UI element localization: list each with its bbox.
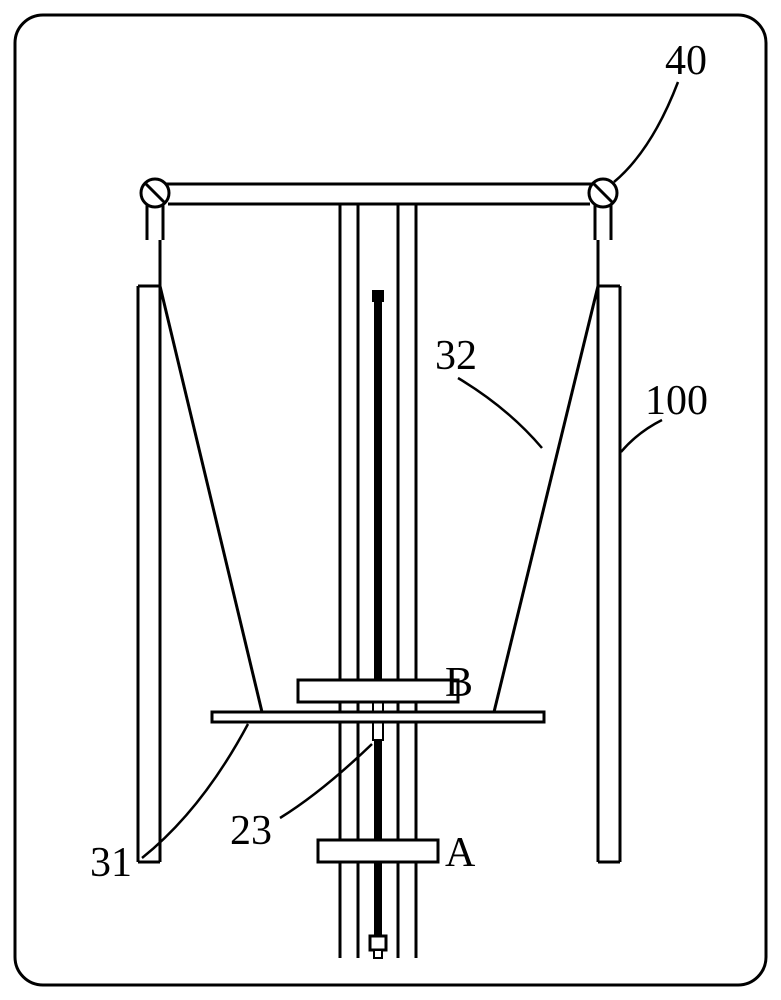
label-23: 23 xyxy=(230,810,272,852)
hinge-left xyxy=(141,179,169,207)
label-32: 32 xyxy=(435,335,477,377)
diagram-canvas: { "figure": { "type": "technical-line-di… xyxy=(0,0,781,1000)
left-arm xyxy=(138,240,160,862)
right-arm xyxy=(598,240,620,862)
hinge-right xyxy=(589,179,617,207)
bar-31 xyxy=(212,712,544,722)
label-100: 100 xyxy=(645,380,708,422)
plate-A xyxy=(318,840,438,862)
plate-B xyxy=(298,680,458,702)
label-40: 40 xyxy=(665,40,707,82)
label-B: B xyxy=(445,662,473,704)
label-31: 31 xyxy=(90,842,132,884)
label-A: A xyxy=(445,832,475,874)
top-bar xyxy=(161,184,597,204)
